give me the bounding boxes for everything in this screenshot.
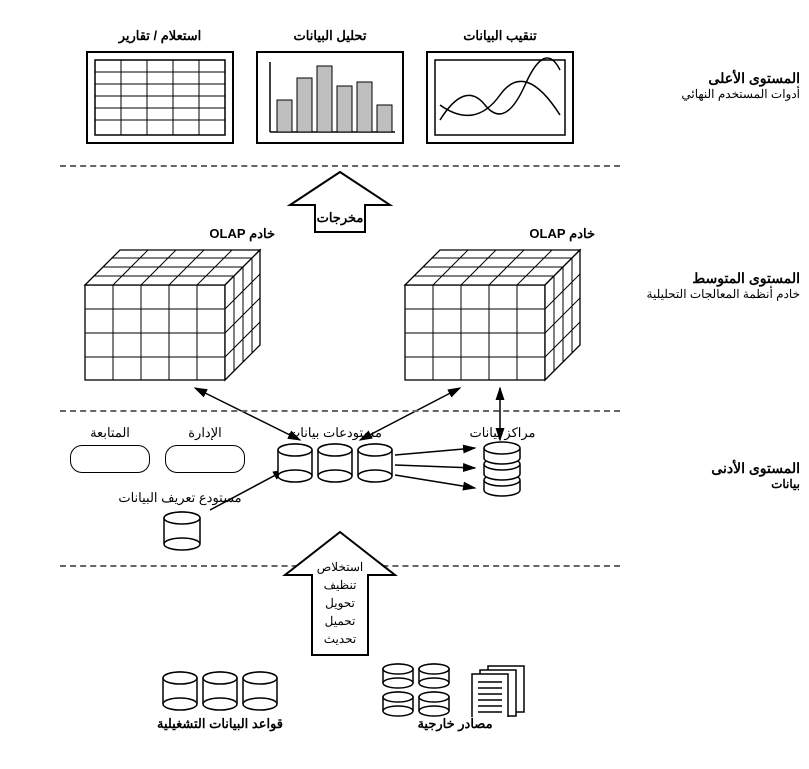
warehouses-label: مستودعات بيانات (270, 425, 400, 441)
marts-icon (480, 440, 524, 502)
bottom-tier-title: المستوى الأدنى (711, 460, 800, 476)
metadata-label: مستودع تعريف البيانات (90, 490, 270, 506)
etl-4: تحديث (280, 632, 400, 646)
monitoring-box (70, 445, 150, 473)
etl-1: تنظيف (280, 578, 400, 592)
marts-label: مراكز بيانات (455, 425, 550, 441)
bottom-tier-subtitle: بيانات (625, 477, 800, 491)
metadata-icon (160, 510, 204, 552)
operational-db-icon (160, 670, 280, 712)
etl-3: تحميل (280, 614, 400, 628)
monitoring-label: المتابعة (70, 425, 150, 441)
operational-db-label: قواعد البيانات التشغيلية (135, 716, 305, 732)
etl-0: استخلاص (280, 560, 400, 574)
bottom-tier-label: المستوى الأدنى بيانات (625, 460, 800, 491)
admin-label: الإدارة (165, 425, 245, 441)
warehouses-icon (275, 442, 395, 484)
flow-arrows (0, 0, 809, 769)
separator-2 (60, 410, 620, 412)
external-sources-icon (380, 662, 560, 717)
etl-2: تحويل (280, 596, 400, 610)
admin-box (165, 445, 245, 473)
external-sources-label: مصادر خارجية (380, 716, 530, 732)
